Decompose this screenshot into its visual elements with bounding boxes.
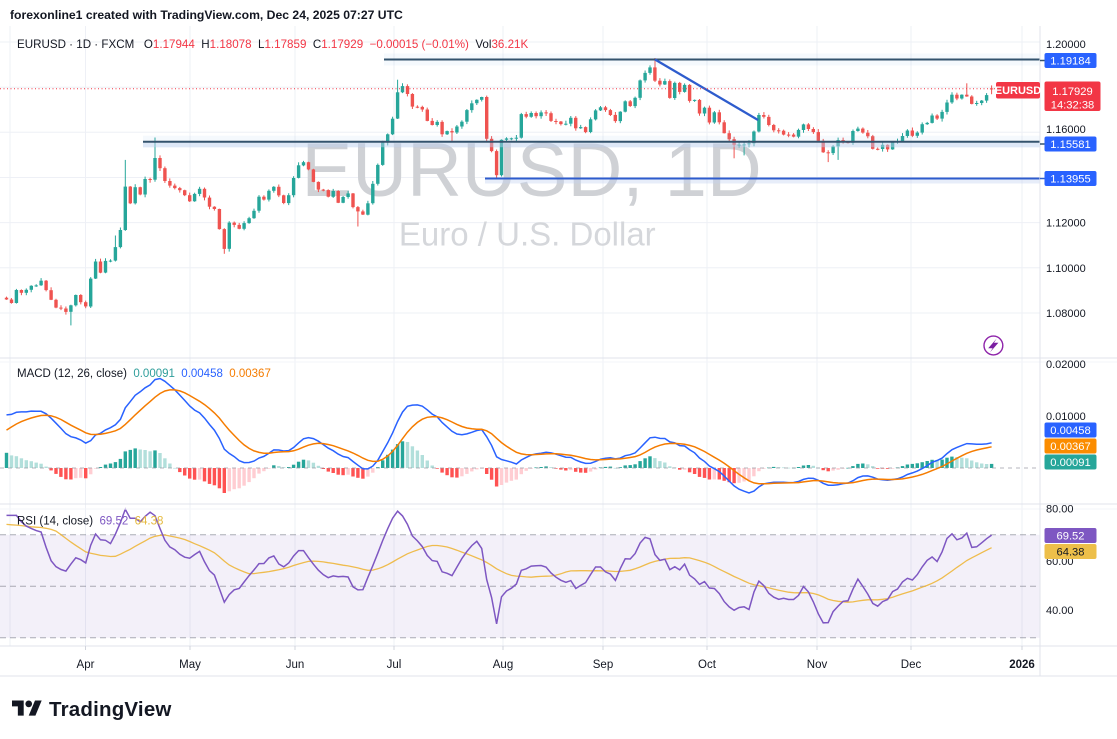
svg-text:TradingView: TradingView xyxy=(49,698,172,721)
svg-text:1.20000: 1.20000 xyxy=(1046,39,1086,51)
svg-text:Jun: Jun xyxy=(286,659,305,671)
svg-text:1.13955: 1.13955 xyxy=(1050,173,1090,185)
svg-text:Apr: Apr xyxy=(77,659,95,671)
svg-text:Dec: Dec xyxy=(901,659,922,671)
svg-text:1.17929: 1.17929 xyxy=(1052,86,1092,98)
svg-text:1.19184: 1.19184 xyxy=(1050,55,1090,67)
svg-text:0.01000: 0.01000 xyxy=(1046,411,1086,423)
svg-text:Jul: Jul xyxy=(387,659,402,671)
svg-text:64.38: 64.38 xyxy=(1057,546,1085,558)
svg-text:0.00458: 0.00458 xyxy=(1050,425,1090,437)
svg-text:0.00091: 0.00091 xyxy=(1050,457,1090,469)
svg-text:Sep: Sep xyxy=(593,659,613,671)
svg-text:0.00367: 0.00367 xyxy=(1050,441,1090,453)
svg-text:2026: 2026 xyxy=(1009,659,1035,671)
svg-text:40.00: 40.00 xyxy=(1046,605,1074,617)
svg-text:1.12000: 1.12000 xyxy=(1046,218,1086,230)
svg-text:1.10000: 1.10000 xyxy=(1046,263,1086,275)
svg-text:1.08000: 1.08000 xyxy=(1046,308,1086,320)
svg-text:0.02000: 0.02000 xyxy=(1046,359,1086,371)
svg-text:Nov: Nov xyxy=(807,659,828,671)
svg-text:69.52: 69.52 xyxy=(1057,530,1085,542)
svg-text:14:32:38: 14:32:38 xyxy=(1051,100,1095,112)
svg-text:Aug: Aug xyxy=(493,659,513,671)
svg-text:RSI (14, close) 69.52 64.38: RSI (14, close) 69.52 64.38 xyxy=(17,516,163,528)
svg-text:1.16000: 1.16000 xyxy=(1046,124,1086,136)
svg-text:80.00: 80.00 xyxy=(1046,504,1074,516)
svg-text:Oct: Oct xyxy=(698,659,717,671)
svg-text:forexonline1 created with Trad: forexonline1 created with TradingView.co… xyxy=(10,8,403,22)
svg-text:EURUSD: EURUSD xyxy=(995,85,1042,97)
svg-text:1.15581: 1.15581 xyxy=(1050,139,1090,151)
svg-text:May: May xyxy=(179,659,201,671)
svg-text:EURUSD · 1D · FXCM O1.17944: EURUSD · 1D · FXCM O1.17944 H1.18078 L1.… xyxy=(17,38,528,51)
svg-text:MACD (12, 26, close) 0.00091: MACD (12, 26, close) 0.00091 0.00458 0.0… xyxy=(17,368,271,380)
svg-text:Euro / U.S. Dollar: Euro / U.S. Dollar xyxy=(399,216,656,253)
